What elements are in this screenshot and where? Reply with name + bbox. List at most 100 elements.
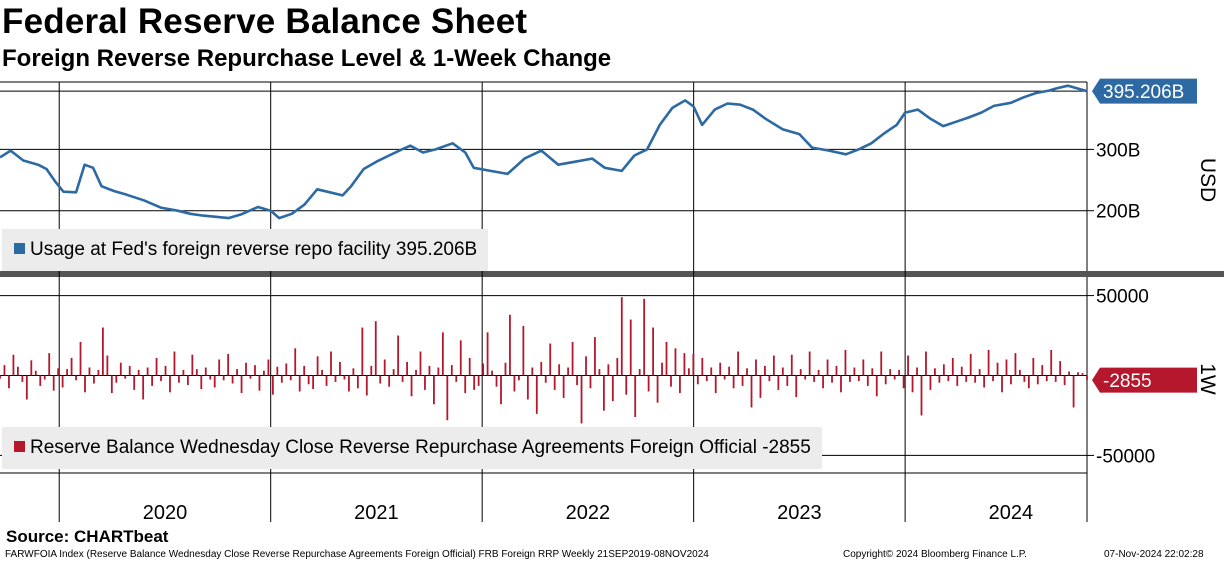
change-bar — [840, 375, 842, 393]
change-bar — [142, 375, 145, 400]
change-bar — [25, 375, 28, 400]
change-bar — [298, 375, 301, 392]
panel-separator — [0, 271, 1224, 277]
change-bar — [692, 353, 695, 376]
level-last-value-label: 395.206B — [1103, 82, 1184, 103]
change-bar — [679, 375, 681, 394]
change-bar — [182, 369, 185, 376]
change-bar — [813, 375, 816, 382]
change-bar — [674, 348, 677, 376]
change-bar — [737, 351, 739, 376]
change-bar — [835, 365, 838, 376]
level-tick-label: 300B — [1096, 140, 1140, 161]
change-bar — [209, 375, 212, 380]
change-bar — [3, 365, 6, 376]
change-bar — [236, 369, 238, 376]
change-bar — [1068, 371, 1071, 376]
change-bar — [155, 357, 158, 376]
change-bar — [755, 359, 757, 376]
change-bar — [844, 349, 847, 376]
legend-change-label: Reserve Balance Wednesday Close Reverse … — [30, 437, 811, 458]
change-bar — [531, 367, 534, 376]
change-bar — [446, 375, 449, 421]
change-bar — [647, 375, 650, 392]
change-bar — [567, 367, 570, 376]
change-bar — [227, 353, 230, 376]
change-last-value-label: -2855 — [1103, 371, 1152, 392]
change-bar — [88, 367, 91, 376]
change-bar — [549, 343, 552, 376]
change-bar — [880, 351, 883, 376]
change-bar — [907, 355, 909, 376]
change-bar — [898, 369, 901, 376]
change-bar — [710, 367, 713, 376]
legend-change-swatch — [14, 441, 25, 452]
change-bar — [585, 356, 587, 376]
change-bar — [553, 375, 556, 390]
change-bar — [406, 361, 408, 376]
change-bar — [938, 375, 941, 383]
change-bar — [889, 369, 892, 376]
change-bar — [500, 375, 502, 405]
change-bar — [43, 375, 46, 380]
change-bar — [289, 375, 292, 381]
change-bar — [424, 375, 426, 390]
change-bar — [934, 368, 936, 376]
line-layer — [0, 84, 1088, 220]
change-bar — [723, 375, 726, 380]
change-bar — [625, 375, 628, 395]
change-bar — [303, 365, 306, 376]
change-bar — [652, 327, 654, 376]
change-bar — [509, 314, 511, 376]
change-bar — [124, 375, 127, 379]
x-year-label: 2024 — [989, 502, 1034, 524]
change-bar — [929, 375, 932, 390]
change-bar — [169, 375, 171, 393]
axis-layer: 300B 200B 50000 -50000 395.206B -2855 USD 1W 202… — [143, 78, 1219, 524]
change-bar — [960, 366, 963, 376]
change-bar — [437, 367, 440, 376]
change-bar — [218, 359, 221, 376]
change-bar — [956, 375, 959, 386]
change-bar — [119, 362, 122, 376]
change-bar — [473, 375, 476, 390]
change-bar — [799, 369, 802, 376]
source-note: Source: CHARTbeat — [6, 527, 169, 546]
footer-timestamp: 07-Nov-2024 22:02:28 — [1104, 549, 1204, 560]
change-bar — [822, 375, 824, 389]
change-bar — [468, 357, 471, 376]
change-bar — [365, 375, 368, 396]
change-bar — [133, 375, 136, 390]
change-bar — [616, 357, 619, 376]
footer-index-description: FARWFOIA Index (Reserve Balance Wednesda… — [5, 549, 709, 560]
change-bar — [146, 367, 149, 376]
change-bar — [817, 369, 820, 376]
change-bar — [558, 364, 561, 376]
change-bar — [52, 375, 55, 391]
change-bar — [1059, 361, 1062, 376]
change-bar — [316, 356, 319, 376]
change-bar — [84, 375, 86, 393]
level-tick-label: 200B — [1096, 202, 1140, 223]
change-bar — [925, 351, 927, 376]
change-bar — [79, 341, 82, 376]
change-bar — [392, 369, 395, 376]
change-bar — [661, 362, 663, 376]
change-bar — [352, 368, 355, 376]
change-bar — [428, 365, 431, 376]
change-bar — [969, 353, 972, 376]
level-unit-label: USD — [1196, 158, 1219, 202]
change-bar — [719, 362, 722, 376]
level-line — [0, 84, 1088, 220]
change-bar — [947, 375, 950, 382]
change-bar — [16, 366, 19, 376]
change-bar — [1010, 375, 1012, 385]
x-year-label: 2023 — [777, 502, 822, 524]
change-bar — [379, 375, 382, 384]
legend-level: Usage at Fed's foreign reverse repo faci… — [2, 229, 489, 271]
change-bar — [334, 375, 337, 382]
change-bar — [110, 375, 113, 394]
change-bar — [795, 375, 798, 398]
change-bar — [620, 297, 623, 376]
change-bar — [245, 362, 247, 376]
